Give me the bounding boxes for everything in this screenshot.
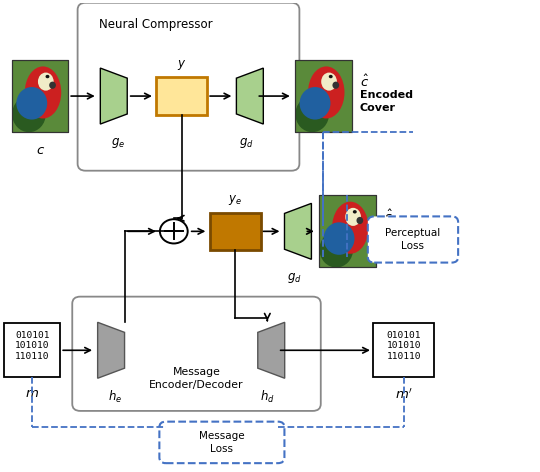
Text: Message
Loss: Message Loss [199, 431, 245, 454]
Text: $\hat{s}$: $\hat{s}$ [383, 209, 393, 226]
Text: Message
Encoder/Decoder: Message Encoder/Decoder [149, 367, 244, 390]
Ellipse shape [321, 73, 337, 91]
Ellipse shape [16, 87, 47, 119]
Bar [12, 60, 68, 132]
Bar [320, 195, 375, 268]
Circle shape [329, 75, 333, 78]
Text: Neural Compressor: Neural Compressor [99, 18, 213, 31]
Bar [157, 77, 207, 115]
Text: Encoded: Encoded [360, 90, 413, 100]
Text: 010101
101010
110110: 010101 101010 110110 [386, 331, 421, 361]
Text: 010101
101010
110110: 010101 101010 110110 [15, 331, 50, 361]
Ellipse shape [333, 82, 339, 89]
Text: $y$: $y$ [177, 58, 186, 72]
Text: Cover: Cover [360, 103, 395, 113]
FancyBboxPatch shape [368, 216, 458, 262]
Bar [12, 60, 68, 132]
Text: $\hat{c}$: $\hat{c}$ [360, 74, 369, 90]
Circle shape [353, 210, 357, 213]
Circle shape [45, 75, 50, 78]
Text: Stego: Stego [383, 226, 420, 236]
Bar [295, 60, 352, 132]
Text: $g_e$: $g_e$ [111, 136, 125, 150]
Ellipse shape [300, 87, 330, 119]
Polygon shape [98, 322, 125, 378]
Ellipse shape [49, 82, 56, 89]
Polygon shape [258, 322, 285, 378]
Ellipse shape [332, 202, 368, 254]
Polygon shape [100, 68, 127, 124]
FancyBboxPatch shape [159, 421, 285, 463]
Polygon shape [285, 203, 312, 259]
Ellipse shape [323, 222, 354, 255]
Bar [210, 213, 261, 250]
Text: Perceptual
Loss: Perceptual Loss [386, 228, 441, 251]
Text: $h_e$: $h_e$ [108, 388, 122, 405]
Text: $h_d$: $h_d$ [260, 388, 275, 405]
Ellipse shape [356, 217, 363, 224]
Text: $g_d$: $g_d$ [239, 136, 253, 150]
Bar [320, 195, 375, 268]
Ellipse shape [38, 73, 53, 91]
Text: $g_d$: $g_d$ [287, 271, 301, 285]
Bar [295, 60, 352, 132]
Bar [4, 323, 60, 377]
Ellipse shape [345, 208, 361, 226]
Text: $c$: $c$ [36, 144, 45, 157]
Bar [373, 323, 434, 377]
Ellipse shape [25, 67, 61, 118]
Ellipse shape [320, 231, 353, 268]
Text: $m'$: $m'$ [395, 388, 413, 402]
Text: $y_e$: $y_e$ [228, 193, 242, 207]
Ellipse shape [12, 96, 46, 132]
Ellipse shape [295, 96, 329, 132]
Polygon shape [237, 68, 264, 124]
Text: $m$: $m$ [25, 388, 39, 400]
Ellipse shape [308, 67, 345, 118]
Text: Image: Image [383, 238, 422, 248]
